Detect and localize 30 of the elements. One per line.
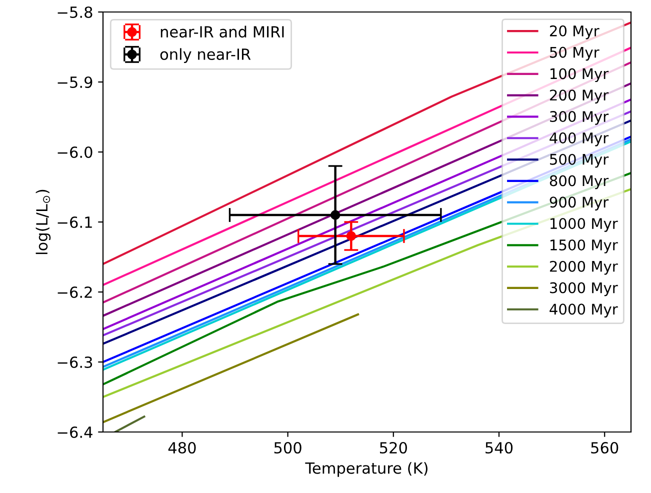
legend-label: 100 Myr: [550, 68, 609, 82]
x-tick-label: 520: [380, 442, 407, 454]
legend-label: only near-IR: [160, 48, 251, 63]
legend-label: 2000 Myr: [550, 260, 618, 275]
legend-label: 800 Myr: [550, 175, 609, 190]
legend-label: 500 Myr: [550, 154, 609, 168]
y-tick-label: −5.9: [58, 76, 92, 88]
legend-label: 900 Myr: [550, 196, 609, 210]
legend-label: 200 Myr: [550, 90, 609, 104]
legend-label: 20 Myr: [550, 25, 600, 40]
y-tick-label: −6.1: [58, 216, 92, 228]
legend-label: 400 Myr: [550, 132, 609, 146]
legend-label: 1500 Myr: [550, 239, 618, 254]
x-tick-label: 500: [274, 442, 302, 454]
legend-label: 3000 Myr: [550, 282, 618, 296]
x-tick-label: 560: [591, 442, 618, 454]
x-tick-label: 480: [168, 442, 196, 454]
y-tick-label: −5.8: [58, 6, 92, 18]
legend-label: 1000 Myr: [550, 218, 618, 232]
legend-label: near-IR and MIRI: [160, 26, 284, 38]
y-tick-label: −6.4: [58, 426, 92, 438]
legend-label: 50 Myr: [550, 46, 600, 61]
y-tick-label: −6.0: [58, 146, 92, 158]
y-axis-title: log(L/L$_{⊙}$): [36, 190, 51, 254]
legend-label: 4000 Myr: [550, 304, 618, 318]
x-tick-label: 540: [486, 442, 513, 454]
y-tick-label: −6.2: [58, 286, 92, 298]
legend-label: 300 Myr: [550, 111, 609, 125]
y-tick-label: −6.3: [58, 356, 92, 368]
x-axis-title: Temperature (K): [305, 462, 428, 477]
